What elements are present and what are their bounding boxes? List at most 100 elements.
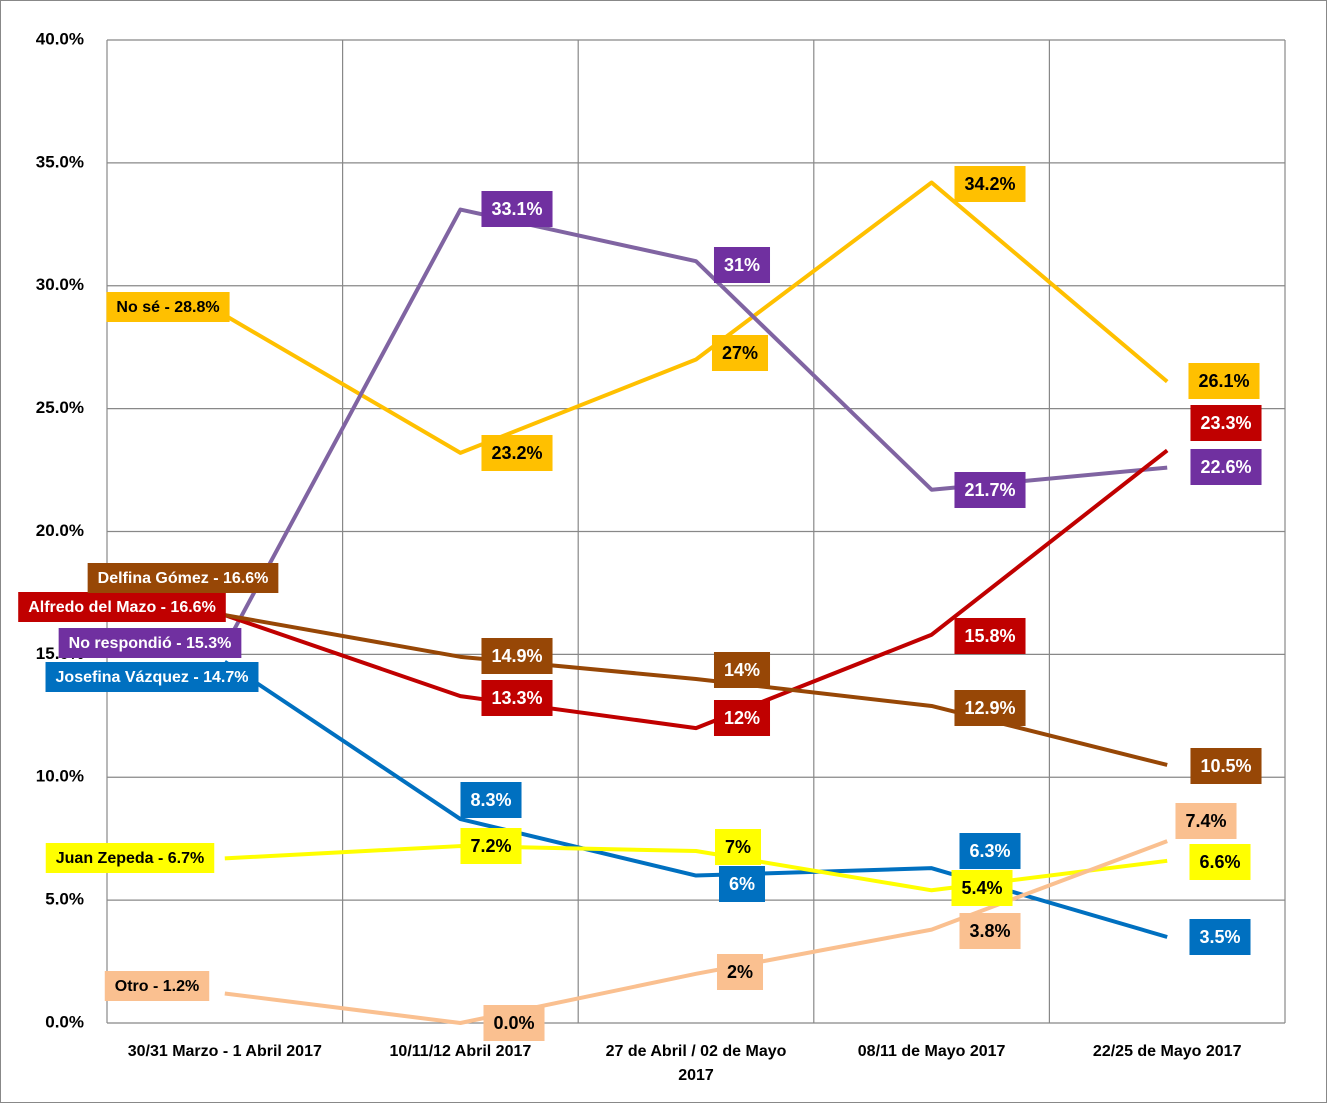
data-label-text: 12.9% [964,698,1015,718]
data-label-box [460,828,522,864]
y-tick-label: 10.0% [36,767,84,786]
data-label: 21.7% [954,472,1026,508]
data-label-text: Juan Zepeda - 6.7% [56,850,205,867]
data-label-text: 8.3% [470,790,511,810]
data-label-text: 23.3% [1200,413,1251,433]
data-label-box [959,833,1021,869]
data-label-text: 22.6% [1200,457,1251,477]
data-label-box [1189,844,1251,880]
data-label: 23.2% [481,435,553,471]
data-label-box [1190,405,1262,441]
y-tick-label: 35.0% [36,152,84,171]
data-label: 12.9% [954,690,1026,726]
data-label-text: 3.8% [969,921,1010,941]
data-label-box [45,662,259,692]
data-label-box [104,971,210,1001]
series-line [224,448,1169,731]
data-label-text: Josefina Vázquez - 14.7% [56,669,249,686]
data-label-text: 3.5% [1199,927,1240,947]
data-label-text: 2% [727,962,753,982]
data-label: 10.5% [1190,748,1262,784]
data-label: 6.3% [959,833,1021,869]
y-tick-label: 20.0% [36,521,84,540]
data-label: 13.3% [481,680,553,716]
data-label: 23.3% [1190,405,1262,441]
data-label-text: 10.5% [1200,756,1251,776]
data-label-box [481,638,553,674]
data-label-box [106,292,230,322]
data-label: 15.8% [954,618,1026,654]
data-label-box [954,166,1026,202]
data-label-box [713,700,771,736]
data-label-text: 33.1% [491,199,542,219]
data-label-box [954,472,1026,508]
data-label-text: Otro - 1.2% [115,978,199,995]
data-label: 3.8% [959,913,1021,949]
data-label-text: 23.2% [491,443,542,463]
data-label: 31% [713,247,771,283]
data-label: 7.4% [1175,803,1237,839]
data-label-box [718,866,766,902]
data-label-box [954,618,1026,654]
x-tick-label: 27 de Abril / 02 de Mayo 2017 [606,1043,787,1084]
data-label: 3.5% [1189,919,1251,955]
data-label-text: 6.6% [1199,852,1240,872]
data-label-text: 0.0% [493,1013,534,1033]
data-label-text: 34.2% [964,174,1015,194]
data-label: 7.2% [460,828,522,864]
data-label-box [713,652,771,688]
data-label-text: 6% [729,874,755,894]
data-label-box [959,913,1021,949]
y-tick-label: 0.0% [45,1012,84,1031]
data-label-text: 14.9% [491,646,542,666]
data-label: 26.1% [1188,363,1260,399]
data-label: 2% [716,954,764,990]
data-label: Josefina Vázquez - 14.7% [45,662,259,692]
data-label-text: 6.3% [969,841,1010,861]
data-label-text: 7% [725,837,751,857]
data-label-box [1188,363,1260,399]
data-label-text: 7.2% [470,836,511,856]
data-label-text: 27% [722,343,758,363]
data-label: 6% [718,866,766,902]
data-label-box [1190,449,1262,485]
x-tick-label: 30/31 Marzo - 1 Abril 2017 [128,1043,322,1060]
data-label-text: 26.1% [1198,371,1249,391]
data-label: 0.0% [483,1005,545,1041]
data-label: 14.9% [481,638,553,674]
x-tick-label: 22/25 de Mayo 2017 [1093,1043,1242,1060]
data-label: 33.1% [481,191,553,227]
data-label: No sé - 28.8% [106,292,230,322]
data-label-text: 12% [724,708,760,728]
data-label-text: No respondió - 15.3% [69,635,232,652]
data-label-box [1175,803,1237,839]
data-label-text: 31% [724,255,760,275]
data-label: 7% [714,829,762,865]
data-label: Delfina Gómez - 16.6% [87,563,279,593]
series-line [223,180,1169,455]
data-label-box [18,592,226,622]
data-label-box [481,435,553,471]
data-label-text: 15.8% [964,626,1015,646]
y-tick-label: 5.0% [45,890,84,909]
data-label-text: No sé - 28.8% [116,299,219,316]
data-label: 8.3% [460,782,522,818]
data-label-text: 14% [724,660,760,680]
y-tick-label: 25.0% [36,398,84,417]
data-label: 34.2% [954,166,1026,202]
data-label-text: 5.4% [961,878,1002,898]
data-label: 5.4% [951,870,1013,906]
data-label: 6.6% [1189,844,1251,880]
data-label-text: Alfredo del Mazo - 16.6% [28,599,216,616]
data-label-text: Delfina Gómez - 16.6% [98,570,269,587]
x-tick-label: 08/11 de Mayo 2017 [858,1043,1006,1060]
data-label: Juan Zepeda - 6.7% [45,843,215,873]
data-label-box [954,690,1026,726]
data-label: 22.6% [1190,449,1262,485]
data-label-box [716,954,764,990]
data-label-box [714,829,762,865]
data-label: Otro - 1.2% [104,971,210,1001]
data-label: Alfredo del Mazo - 16.6% [18,592,226,622]
